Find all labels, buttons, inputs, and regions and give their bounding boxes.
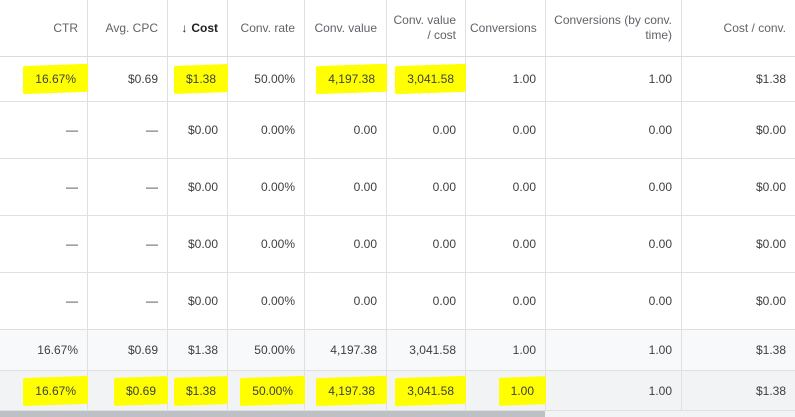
table-cell-conv-value: 0.00: [305, 102, 387, 158]
table-cell-cost: $0.00: [168, 216, 228, 272]
table-cell-avg-cpc: —: [88, 273, 168, 329]
table-cell-conv-value-per-cost: 0.00: [387, 273, 466, 329]
column-header-conv-value-per-cost[interactable]: Conv. value / cost: [387, 0, 466, 56]
summary-cell-cost-per-conv: $1.38: [755, 383, 786, 398]
table-cell-conversions-by-conv-time: 0.00: [546, 273, 682, 329]
table-cell-ctr: —: [0, 216, 88, 272]
summary-cell-conversions: 1.00: [466, 330, 546, 370]
table-cell-avg-cpc: —: [88, 216, 168, 272]
column-header-cost-per-conv[interactable]: Cost / conv.: [723, 20, 786, 35]
table-cell-ctr: —: [0, 159, 88, 215]
table-cell-conv-value: 0.00: [305, 273, 387, 329]
table-cell-conv-value: 0.00: [305, 216, 387, 272]
table-cell-cost-per-conv: $1.38: [755, 72, 786, 86]
table-cell-cost-per-conv: $0.00: [755, 180, 786, 194]
summary-cell-conv-value: 4,197.38: [305, 371, 387, 410]
scrollbar-thumb[interactable]: [0, 411, 545, 417]
table-cell-conv-rate: 0.00%: [228, 102, 305, 158]
column-header-conv-value[interactable]: Conv. value: [305, 0, 387, 56]
table-cell-ctr: —: [0, 102, 88, 158]
summary-cell-cost: $1.38: [168, 330, 228, 370]
column-header-cost[interactable]: ↓ Cost: [168, 0, 228, 56]
summary-cell-conv-value-per-cost: 3,041.58: [387, 330, 466, 370]
summary-row: 16.67% $0.69 $1.38 50.00% 4,197.38 3,041…: [0, 371, 795, 411]
table-cell-cost: $0.00: [168, 102, 228, 158]
summary-row: 16.67% $0.69 $1.38 50.00% 4,197.38 3,041…: [0, 330, 795, 371]
table-cell-conversions-by-conv-time: 0.00: [546, 159, 682, 215]
summary-cell-cost-per-conv: $1.38: [755, 343, 786, 357]
table-cell-ctr: 16.67%: [0, 57, 88, 101]
table-cell-conversions-by-conv-time: 0.00: [546, 216, 682, 272]
table-row[interactable]: — — $0.00 0.00% 0.00 0.00 0.00 0.00 $0.0…: [0, 216, 795, 273]
table-cell-conv-value: 0.00: [305, 159, 387, 215]
summary-cell-avg-cpc: $0.69: [88, 371, 168, 410]
table-cell-ctr: —: [0, 273, 88, 329]
column-header-avg-cpc[interactable]: Avg. CPC: [88, 0, 168, 56]
table-cell-cost: $0.00: [168, 159, 228, 215]
summary-cell-conversions-by-conv-time: 1.00: [546, 330, 682, 370]
table-cell-avg-cpc: $0.69: [88, 57, 168, 101]
table-cell-cost: $0.00: [168, 273, 228, 329]
table-cell-conv-rate: 50.00%: [228, 57, 305, 101]
table-cell-conv-value-per-cost: 3,041.58: [387, 57, 466, 101]
table-cell-conversions-by-conv-time: 0.00: [546, 102, 682, 158]
table-row[interactable]: — — $0.00 0.00% 0.00 0.00 0.00 0.00 $0.0…: [0, 273, 795, 330]
arrow-down-icon: ↓: [181, 20, 188, 35]
summary-cell-ctr: 16.67%: [0, 371, 88, 410]
column-header-conversions[interactable]: Conversions: [466, 0, 546, 56]
summary-cell-conversions-by-conv-time: 1.00: [546, 371, 682, 410]
table-cell-cost-per-conv: $0.00: [755, 237, 786, 251]
table-cell-conv-rate: 0.00%: [228, 159, 305, 215]
summary-cell-avg-cpc: $0.69: [88, 330, 168, 370]
summary-cell-conversions: 1.00: [466, 371, 546, 410]
table-cell-conv-value: 4,197.38: [305, 57, 387, 101]
table-cell-avg-cpc: —: [88, 102, 168, 158]
table-row[interactable]: 16.67% $0.69 $1.38 50.00% 4,197.38 3,041…: [0, 57, 795, 102]
summary-cell-cost: $1.38: [168, 371, 228, 410]
table-cell-conversions: 0.00: [466, 216, 546, 272]
table-cell-conv-value-per-cost: 0.00: [387, 216, 466, 272]
table-row[interactable]: — — $0.00 0.00% 0.00 0.00 0.00 0.00 $0.0…: [0, 102, 795, 159]
summary-cell-conv-value-per-cost: 3,041.58: [387, 371, 466, 410]
summary-cell-conv-rate: 50.00%: [228, 330, 305, 370]
table-row[interactable]: — — $0.00 0.00% 0.00 0.00 0.00 0.00 $0.0…: [0, 159, 795, 216]
table-cell-conversions-by-conv-time: 1.00: [546, 57, 682, 101]
table-cell-conversions: 0.00: [466, 159, 546, 215]
table-cell-conversions: 0.00: [466, 102, 546, 158]
table-header: CTR Avg. CPC ↓ Cost Conv. rate Conv. valu…: [0, 0, 795, 57]
column-header-ctr[interactable]: CTR: [0, 0, 88, 56]
table-cell-cost-per-conv: $0.00: [755, 294, 786, 308]
table-cell-conversions: 0.00: [466, 273, 546, 329]
column-header-conversions-by-conv-time[interactable]: Conversions (by conv. time): [546, 0, 682, 56]
table-cell-conv-rate: 0.00%: [228, 273, 305, 329]
horizontal-scrollbar[interactable]: [0, 411, 795, 417]
summary-cell-conv-rate: 50.00%: [228, 371, 305, 410]
table-cell-cost-per-conv: $0.00: [755, 123, 786, 137]
table-cell-conv-value-per-cost: 0.00: [387, 102, 466, 158]
column-header-conv-rate[interactable]: Conv. rate: [228, 0, 305, 56]
table-cell-conversions: 1.00: [466, 57, 546, 101]
table-cell-avg-cpc: —: [88, 159, 168, 215]
table-cell-conv-value-per-cost: 0.00: [387, 159, 466, 215]
table-cell-conv-rate: 0.00%: [228, 216, 305, 272]
summary-cell-conv-value: 4,197.38: [305, 330, 387, 370]
table-cell-cost: $1.38: [168, 57, 228, 101]
summary-cell-ctr: 16.67%: [0, 330, 88, 370]
